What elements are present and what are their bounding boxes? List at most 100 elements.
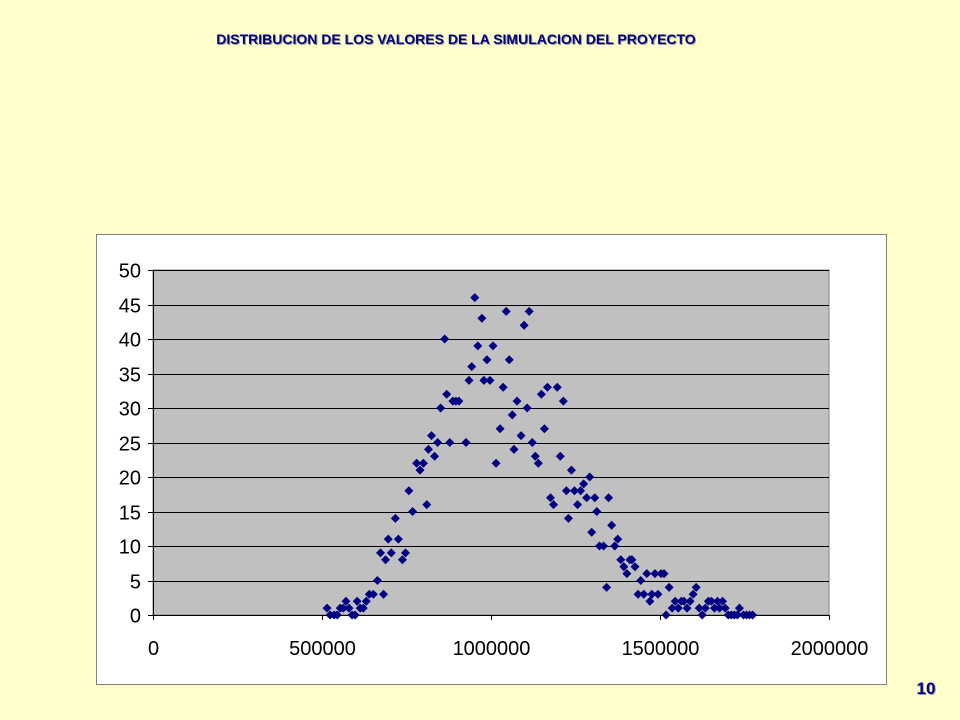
data-point (539, 424, 549, 434)
data-point (393, 534, 403, 544)
data-point (718, 596, 728, 606)
data-point (552, 382, 562, 392)
data-point (322, 603, 332, 613)
data-point (341, 596, 351, 606)
data-point (344, 603, 354, 613)
data-point (516, 431, 526, 441)
data-point (530, 451, 540, 461)
data-point (579, 479, 589, 489)
data-point (700, 603, 710, 613)
data-point (491, 458, 501, 468)
data-point (495, 424, 505, 434)
y-tick-label: 30 (119, 399, 141, 421)
data-point (613, 534, 623, 544)
data-point (602, 582, 612, 592)
data-point (418, 458, 428, 468)
data-point (685, 596, 695, 606)
data-point (714, 603, 724, 613)
y-tick-label: 10 (119, 537, 141, 559)
y-tick-label: 5 (130, 572, 141, 594)
data-point (488, 341, 498, 351)
data-point (599, 541, 609, 551)
data-point (642, 569, 652, 579)
data-point (558, 396, 568, 406)
slide-title: DISTRIBUCION DE LOS VALORES DE LA SIMULA… (216, 31, 696, 47)
data-point (566, 465, 576, 475)
data-point (712, 596, 722, 606)
data-point (509, 444, 519, 454)
data-point (555, 451, 565, 461)
scatter-chart: 0 5 10 15 20 25 30 35 40 45 50 0 500000 1000000 150000… (119, 261, 869, 661)
data-point (436, 403, 446, 413)
data-point (386, 548, 396, 558)
y-tick-label: 35 (119, 365, 141, 387)
data-point (582, 493, 592, 503)
data-point (682, 603, 692, 613)
data-point (404, 486, 414, 496)
data-point (569, 486, 579, 496)
data-point (706, 596, 716, 606)
data-point (527, 438, 537, 447)
data-point (633, 589, 643, 599)
data-point (473, 341, 483, 351)
data-point (604, 493, 614, 503)
data-point (512, 396, 522, 406)
data-point (653, 589, 663, 599)
page-number: 10 (916, 679, 936, 698)
data-point (549, 500, 559, 510)
data-point (498, 382, 508, 392)
data-point (372, 576, 382, 585)
data-point (482, 355, 492, 365)
data-point (734, 603, 744, 613)
data-point (667, 603, 677, 613)
data-point (383, 534, 393, 544)
data-point (352, 596, 362, 606)
data-point (461, 438, 471, 447)
data-point (732, 610, 742, 620)
data-point (390, 513, 400, 523)
data-point (375, 548, 385, 558)
data-point (679, 596, 689, 606)
data-point (590, 493, 600, 503)
data-point (454, 396, 464, 406)
y-tick-label: 20 (119, 468, 141, 490)
data-point (607, 520, 617, 530)
data-point (332, 610, 342, 620)
data-point (664, 582, 674, 592)
data-point (379, 589, 389, 599)
data-point (573, 500, 583, 510)
data-point (350, 610, 360, 620)
data-point (361, 596, 371, 606)
data-point (619, 562, 629, 572)
data-point (536, 389, 546, 399)
data-point (397, 555, 407, 565)
data-point (691, 582, 701, 592)
data-point (524, 306, 534, 316)
y-tick-label: 50 (119, 261, 141, 283)
data-point (659, 569, 669, 579)
data-point (338, 603, 348, 613)
data-point (422, 500, 432, 510)
data-point (622, 569, 632, 579)
data-point (563, 513, 573, 523)
data-point (748, 610, 758, 620)
data-point (630, 562, 640, 572)
data-point (592, 507, 602, 516)
data-point (673, 603, 683, 613)
data-point (381, 555, 391, 565)
data-point (467, 362, 477, 372)
data-point (533, 458, 543, 468)
data-point (636, 576, 646, 585)
data-point (440, 334, 450, 344)
data-point (616, 555, 626, 565)
data-point (522, 403, 532, 413)
plot-area (152, 269, 830, 616)
y-tick-label: 40 (119, 330, 141, 352)
data-point (358, 603, 368, 613)
data-point (485, 375, 495, 385)
data-point (433, 438, 443, 447)
chart-frame: 0 5 10 15 20 25 30 35 40 45 50 0 500000 1000000 150000… (96, 234, 887, 685)
data-point (561, 486, 571, 496)
data-point (368, 589, 378, 599)
y-tick-label: 25 (119, 434, 141, 456)
